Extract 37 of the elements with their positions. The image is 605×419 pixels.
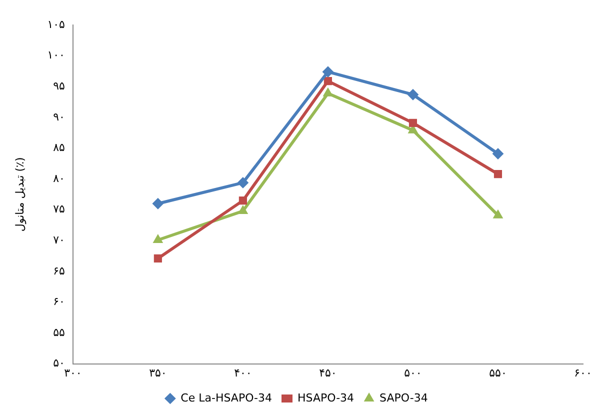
y-tick-label: ۹۵ (53, 79, 66, 92)
point (238, 206, 248, 214)
point (322, 66, 334, 78)
point (153, 234, 163, 243)
legend-label: HSAPO-34 (298, 391, 354, 404)
y-tick-label: ۱۰۰ (47, 48, 65, 62)
point (323, 88, 333, 96)
x-tick-label: ۶۰۰ (574, 366, 592, 380)
point (494, 170, 502, 178)
y-tick-label: ۷۵ (53, 202, 66, 216)
point (238, 196, 247, 205)
y-tick-label: ۶۰ (53, 295, 65, 308)
x-tick-label: ۵۵۰ (489, 366, 507, 380)
point (237, 177, 248, 188)
y-tick-label: ۸۰ (53, 172, 65, 185)
y-tick-label: ۵۰ (53, 356, 65, 370)
y-tick-label: ۱۰۵ (47, 18, 66, 31)
y-tick-label: ۷۰ (53, 233, 65, 246)
x-tick-label: ۳۵۰ (149, 366, 167, 380)
point (154, 254, 162, 262)
point (324, 77, 332, 86)
x-tick-label: ۵۰۰ (404, 366, 422, 380)
legend-label: Ce La-HSAPO-34 (180, 391, 272, 404)
point (408, 118, 418, 127)
y-tick-label: ۸۵ (53, 141, 66, 154)
y-tick-label: ۶۵ (53, 264, 66, 278)
point (407, 89, 418, 100)
y-tick-label: ۹۰ (53, 110, 65, 124)
y-tick-label: ۵۵ (53, 326, 66, 339)
point (493, 210, 503, 218)
x-tick-label: ۴۰۰ (234, 366, 252, 380)
y-axis-title: تبدیل متانول (٪) (13, 157, 26, 232)
point (492, 148, 504, 160)
legend-label: SAPO-34 (380, 391, 428, 404)
point (152, 198, 164, 210)
x-tick-label: ۴۵۰ (319, 366, 337, 380)
x-tick-label: ۳۰۰ (64, 366, 82, 380)
